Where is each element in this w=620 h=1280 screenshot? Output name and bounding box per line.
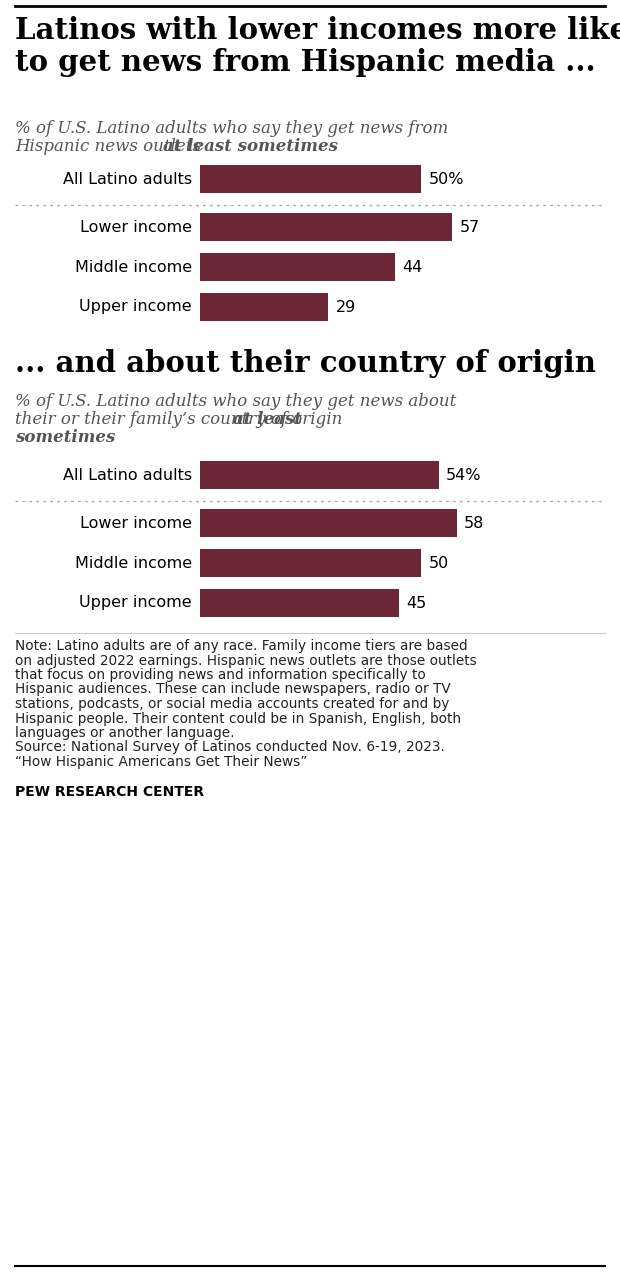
- Text: Latinos with lower incomes more likely
to get news from Hispanic media ...: Latinos with lower incomes more likely t…: [15, 15, 620, 78]
- Text: Hispanic people. Their content could be in Spanish, English, both: Hispanic people. Their content could be …: [15, 712, 461, 726]
- Text: 57: 57: [459, 219, 480, 234]
- Text: 29: 29: [335, 300, 356, 315]
- Text: 58: 58: [464, 516, 484, 530]
- Text: 50: 50: [428, 556, 449, 571]
- Bar: [200, 509, 457, 538]
- Text: PEW RESEARCH CENTER: PEW RESEARCH CENTER: [15, 786, 204, 800]
- Text: Lower income: Lower income: [80, 219, 192, 234]
- Bar: [200, 589, 399, 617]
- Text: ... and about their country of origin: ... and about their country of origin: [15, 349, 596, 378]
- Text: 50%: 50%: [428, 172, 464, 187]
- Text: on adjusted 2022 earnings. Hispanic news outlets are those outlets: on adjusted 2022 earnings. Hispanic news…: [15, 654, 477, 667]
- Bar: [200, 549, 422, 577]
- Text: that focus on providing news and information specifically to: that focus on providing news and informa…: [15, 668, 426, 682]
- Text: Middle income: Middle income: [75, 556, 192, 571]
- Text: All Latino adults: All Latino adults: [63, 467, 192, 483]
- Text: Source: National Survey of Latinos conducted Nov. 6-19, 2023.: Source: National Survey of Latinos condu…: [15, 741, 445, 754]
- Text: Hispanic audiences. These can include newspapers, radio or TV: Hispanic audiences. These can include ne…: [15, 682, 451, 696]
- Text: Note: Latino adults are of any race. Family income tiers are based: Note: Latino adults are of any race. Fam…: [15, 639, 467, 653]
- Bar: [200, 212, 453, 241]
- Text: sometimes: sometimes: [15, 429, 115, 445]
- Text: Middle income: Middle income: [75, 260, 192, 274]
- Text: All Latino adults: All Latino adults: [63, 172, 192, 187]
- Text: 45: 45: [406, 595, 427, 611]
- Text: 54%: 54%: [446, 467, 482, 483]
- Text: at least: at least: [233, 411, 302, 428]
- Bar: [200, 293, 329, 321]
- Text: stations, podcasts, or social media accounts created for and by: stations, podcasts, or social media acco…: [15, 698, 449, 710]
- Text: Upper income: Upper income: [79, 300, 192, 315]
- Bar: [200, 461, 439, 489]
- Bar: [200, 253, 395, 282]
- Text: Hispanic news outlets: Hispanic news outlets: [15, 138, 206, 155]
- Text: Lower income: Lower income: [80, 516, 192, 530]
- Text: languages or another language.: languages or another language.: [15, 726, 234, 740]
- Text: % of U.S. Latino adults who say they get news from: % of U.S. Latino adults who say they get…: [15, 120, 448, 137]
- Text: Upper income: Upper income: [79, 595, 192, 611]
- Text: 44: 44: [402, 260, 422, 274]
- Bar: [200, 165, 422, 193]
- Text: their or their family’s country of origin: their or their family’s country of origi…: [15, 411, 348, 428]
- Text: “How Hispanic Americans Get Their News”: “How Hispanic Americans Get Their News”: [15, 755, 308, 769]
- Text: at least sometimes: at least sometimes: [163, 138, 338, 155]
- Text: % of U.S. Latino adults who say they get news about: % of U.S. Latino adults who say they get…: [15, 393, 456, 410]
